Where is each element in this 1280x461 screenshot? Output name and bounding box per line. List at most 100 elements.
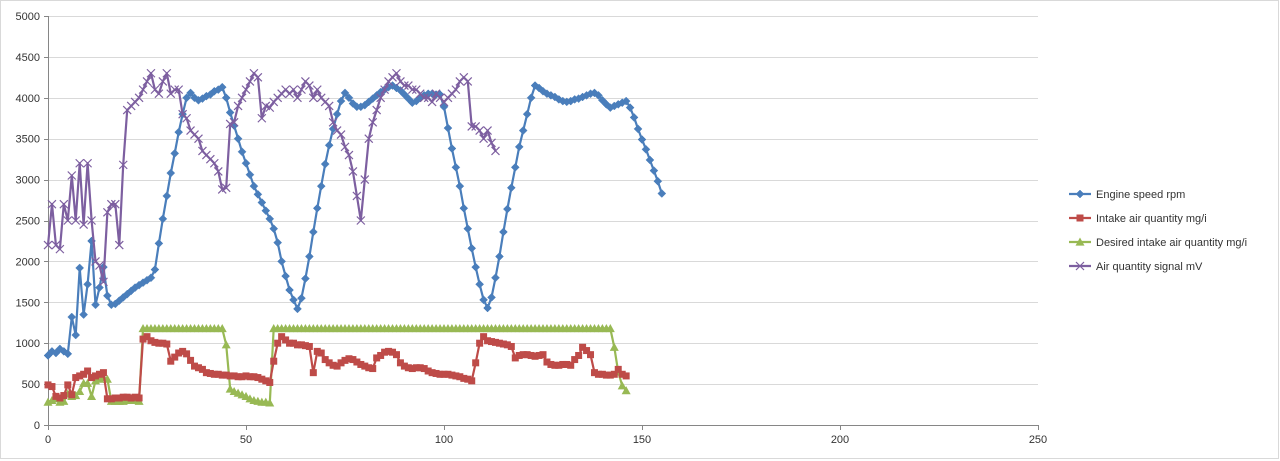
data-point — [99, 369, 107, 377]
data-point — [194, 364, 202, 372]
data-point — [451, 162, 461, 172]
data-point — [467, 243, 477, 253]
data-point — [191, 362, 199, 370]
data-point — [463, 224, 473, 234]
data-point — [158, 77, 168, 86]
legend-label: Desired intake air quantity mg/i — [1096, 237, 1247, 249]
data-point — [523, 351, 531, 359]
data-point — [60, 392, 68, 400]
data-point — [463, 77, 473, 86]
data-point — [471, 262, 481, 272]
data-point — [170, 85, 180, 95]
data-point — [543, 358, 551, 366]
x-marker-stroke — [300, 77, 310, 86]
x-tick-label: 200 — [831, 434, 849, 446]
x-marker-stroke — [110, 199, 120, 209]
data-point — [63, 216, 73, 225]
y-tick-label: 4000 — [16, 93, 40, 105]
data-point — [127, 394, 135, 402]
data-point — [432, 369, 440, 377]
x-marker-stroke — [91, 256, 100, 266]
x-marker-stroke — [340, 142, 350, 152]
data-point — [389, 348, 397, 356]
x-marker-stroke — [233, 101, 243, 111]
data-point — [95, 283, 104, 292]
x-marker-stroke — [162, 68, 172, 78]
data-point — [63, 349, 73, 359]
data-point — [657, 189, 667, 198]
data-point — [102, 207, 112, 217]
data-point — [495, 339, 503, 347]
data-point — [281, 271, 290, 281]
x-marker-stroke — [308, 93, 318, 103]
x-marker-stroke — [190, 130, 199, 140]
x-marker-stroke — [79, 220, 89, 230]
data-point — [103, 395, 111, 403]
data-point — [162, 191, 172, 201]
x-marker-stroke — [213, 166, 223, 176]
data-point — [526, 93, 536, 103]
data-point — [547, 360, 555, 368]
data-point — [590, 369, 598, 377]
data-point — [174, 127, 184, 137]
data-point — [491, 146, 500, 156]
data-point — [237, 93, 247, 103]
data-point — [218, 371, 226, 379]
data-point — [83, 279, 92, 289]
x-marker-stroke — [312, 85, 322, 95]
data-point — [262, 377, 270, 385]
x-marker-stroke — [43, 240, 53, 250]
data-point — [419, 93, 429, 103]
data-point — [349, 356, 357, 364]
data-point — [467, 122, 477, 131]
data-point — [83, 378, 93, 387]
data-point — [408, 365, 416, 373]
data-point — [325, 359, 333, 367]
x-marker-stroke — [423, 93, 433, 103]
data-point — [233, 101, 243, 111]
data-point — [649, 166, 659, 175]
data-point — [99, 277, 108, 287]
data-point — [213, 166, 223, 176]
data-point — [622, 372, 630, 380]
data-point — [313, 347, 321, 355]
data-point — [491, 338, 499, 346]
x-marker-stroke — [332, 126, 342, 135]
x-marker-stroke — [51, 240, 61, 250]
x-marker-stroke — [348, 166, 358, 176]
legend-label: Engine speed rpm — [1096, 189, 1185, 201]
data-point — [324, 140, 334, 150]
data-point — [179, 347, 187, 355]
data-point — [583, 347, 591, 355]
data-point — [217, 82, 227, 92]
data-point — [187, 356, 195, 364]
x-marker-stroke — [396, 77, 405, 86]
data-point — [317, 349, 325, 357]
x-marker-stroke — [475, 126, 485, 135]
data-point — [67, 312, 77, 322]
data-point — [443, 123, 453, 133]
data-point — [609, 342, 619, 351]
data-point — [420, 365, 428, 373]
data-point — [519, 351, 527, 359]
data-point — [147, 337, 155, 345]
data-point — [464, 375, 472, 383]
x-marker-stroke — [411, 85, 421, 95]
data-point — [230, 372, 238, 380]
data-point — [365, 364, 373, 372]
data-point — [297, 85, 306, 95]
x-marker-stroke — [201, 150, 211, 160]
data-point — [265, 214, 275, 224]
data-point — [376, 93, 386, 103]
data-point — [286, 339, 294, 347]
data-point — [75, 263, 85, 273]
y-tick-label: 500 — [22, 379, 40, 391]
x-marker-stroke — [403, 81, 413, 90]
x-marker-stroke — [150, 85, 160, 95]
series-line — [47, 84, 663, 357]
y-tick-label: 1500 — [16, 297, 40, 309]
x-tick-label: 150 — [633, 434, 651, 446]
data-point — [479, 134, 489, 144]
data-point — [162, 68, 172, 78]
data-point — [198, 365, 206, 373]
